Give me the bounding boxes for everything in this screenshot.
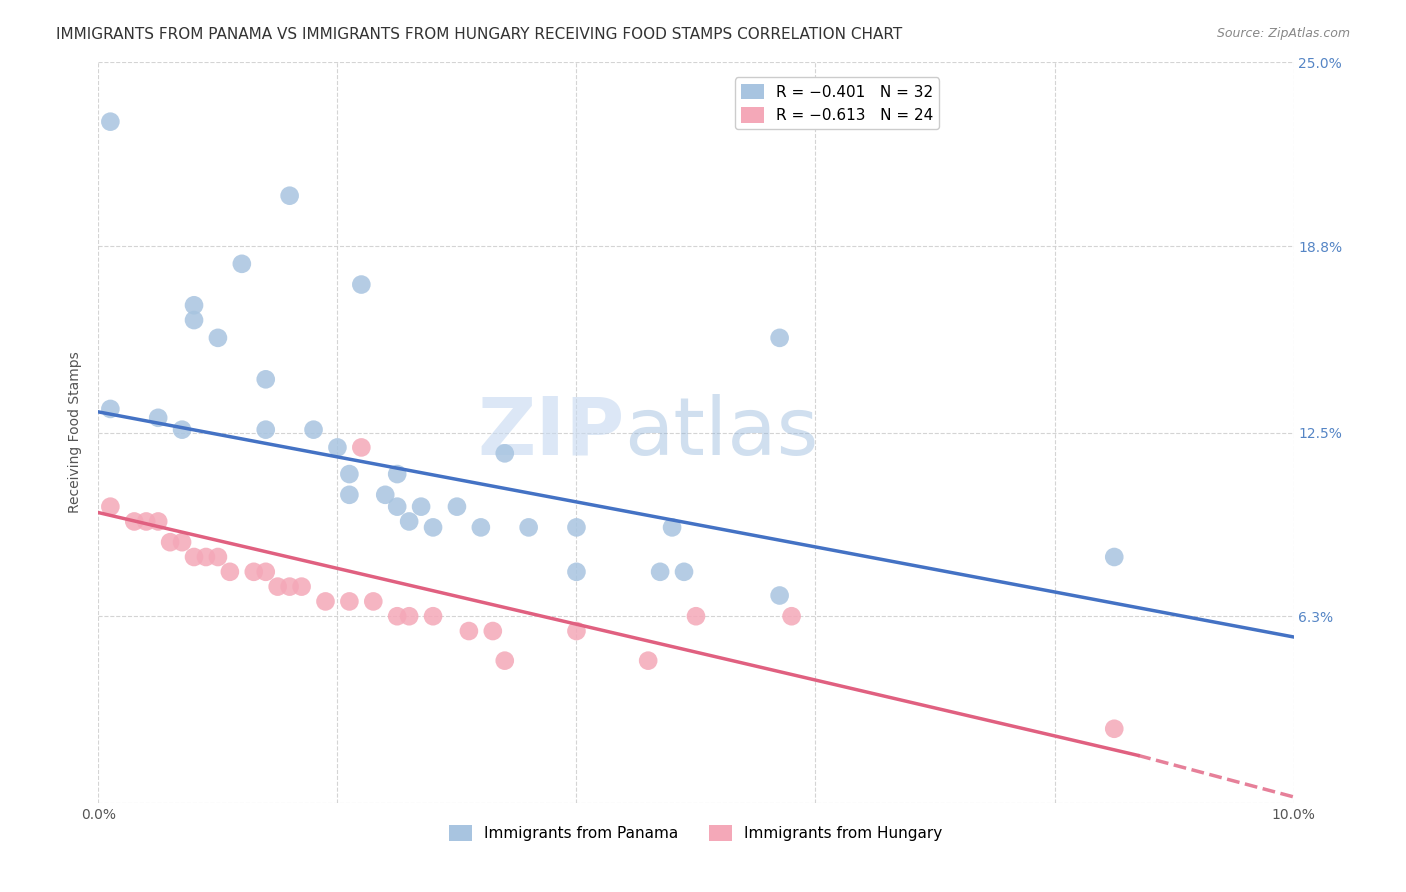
Point	[780, 609, 803, 624]
Point	[385, 500, 409, 514]
Point	[565, 624, 588, 638]
Point	[207, 549, 229, 564]
Point	[482, 624, 505, 638]
Point	[148, 515, 170, 529]
Text: ZIP: ZIP	[477, 393, 624, 472]
Point	[769, 331, 792, 345]
Point	[302, 423, 325, 437]
Point	[363, 594, 385, 608]
Point	[254, 565, 277, 579]
Point	[637, 654, 659, 668]
Point	[398, 609, 420, 624]
Point	[278, 188, 301, 202]
Text: Source: ZipAtlas.com: Source: ZipAtlas.com	[1216, 27, 1350, 40]
Point	[565, 565, 588, 579]
Point	[494, 446, 516, 460]
Point	[458, 624, 481, 638]
Legend: Immigrants from Panama, Immigrants from Hungary: Immigrants from Panama, Immigrants from …	[443, 819, 949, 847]
Point	[673, 565, 696, 579]
Point	[98, 114, 122, 128]
Point	[183, 549, 205, 564]
Point	[1104, 722, 1126, 736]
Point	[422, 609, 444, 624]
Point	[172, 423, 194, 437]
Point	[207, 331, 229, 345]
Text: atlas: atlas	[624, 393, 818, 472]
Point	[350, 277, 373, 292]
Point	[339, 594, 361, 608]
Y-axis label: Receiving Food Stamps: Receiving Food Stamps	[69, 351, 83, 514]
Point	[411, 500, 433, 514]
Point	[565, 520, 588, 534]
Point	[339, 488, 361, 502]
Point	[517, 520, 540, 534]
Point	[267, 580, 290, 594]
Point	[124, 515, 146, 529]
Point	[470, 520, 492, 534]
Point	[159, 535, 181, 549]
Point	[661, 520, 683, 534]
Point	[685, 609, 707, 624]
Point	[254, 423, 277, 437]
Point	[350, 441, 373, 455]
Point	[494, 654, 516, 668]
Point	[219, 565, 242, 579]
Text: IMMIGRANTS FROM PANAMA VS IMMIGRANTS FROM HUNGARY RECEIVING FOOD STAMPS CORRELAT: IMMIGRANTS FROM PANAMA VS IMMIGRANTS FRO…	[56, 27, 903, 42]
Point	[278, 580, 301, 594]
Point	[385, 609, 409, 624]
Point	[315, 594, 337, 608]
Point	[98, 500, 122, 514]
Point	[183, 298, 205, 312]
Point	[446, 500, 468, 514]
Point	[243, 565, 266, 579]
Point	[183, 313, 205, 327]
Point	[422, 520, 444, 534]
Point	[195, 549, 218, 564]
Point	[769, 589, 792, 603]
Point	[339, 467, 361, 481]
Point	[254, 372, 277, 386]
Point	[148, 410, 170, 425]
Point	[172, 535, 194, 549]
Point	[398, 515, 420, 529]
Point	[326, 441, 349, 455]
Point	[291, 580, 314, 594]
Point	[98, 401, 122, 416]
Point	[385, 467, 409, 481]
Point	[650, 565, 672, 579]
Point	[231, 257, 253, 271]
Point	[135, 515, 157, 529]
Point	[1104, 549, 1126, 564]
Point	[374, 488, 396, 502]
